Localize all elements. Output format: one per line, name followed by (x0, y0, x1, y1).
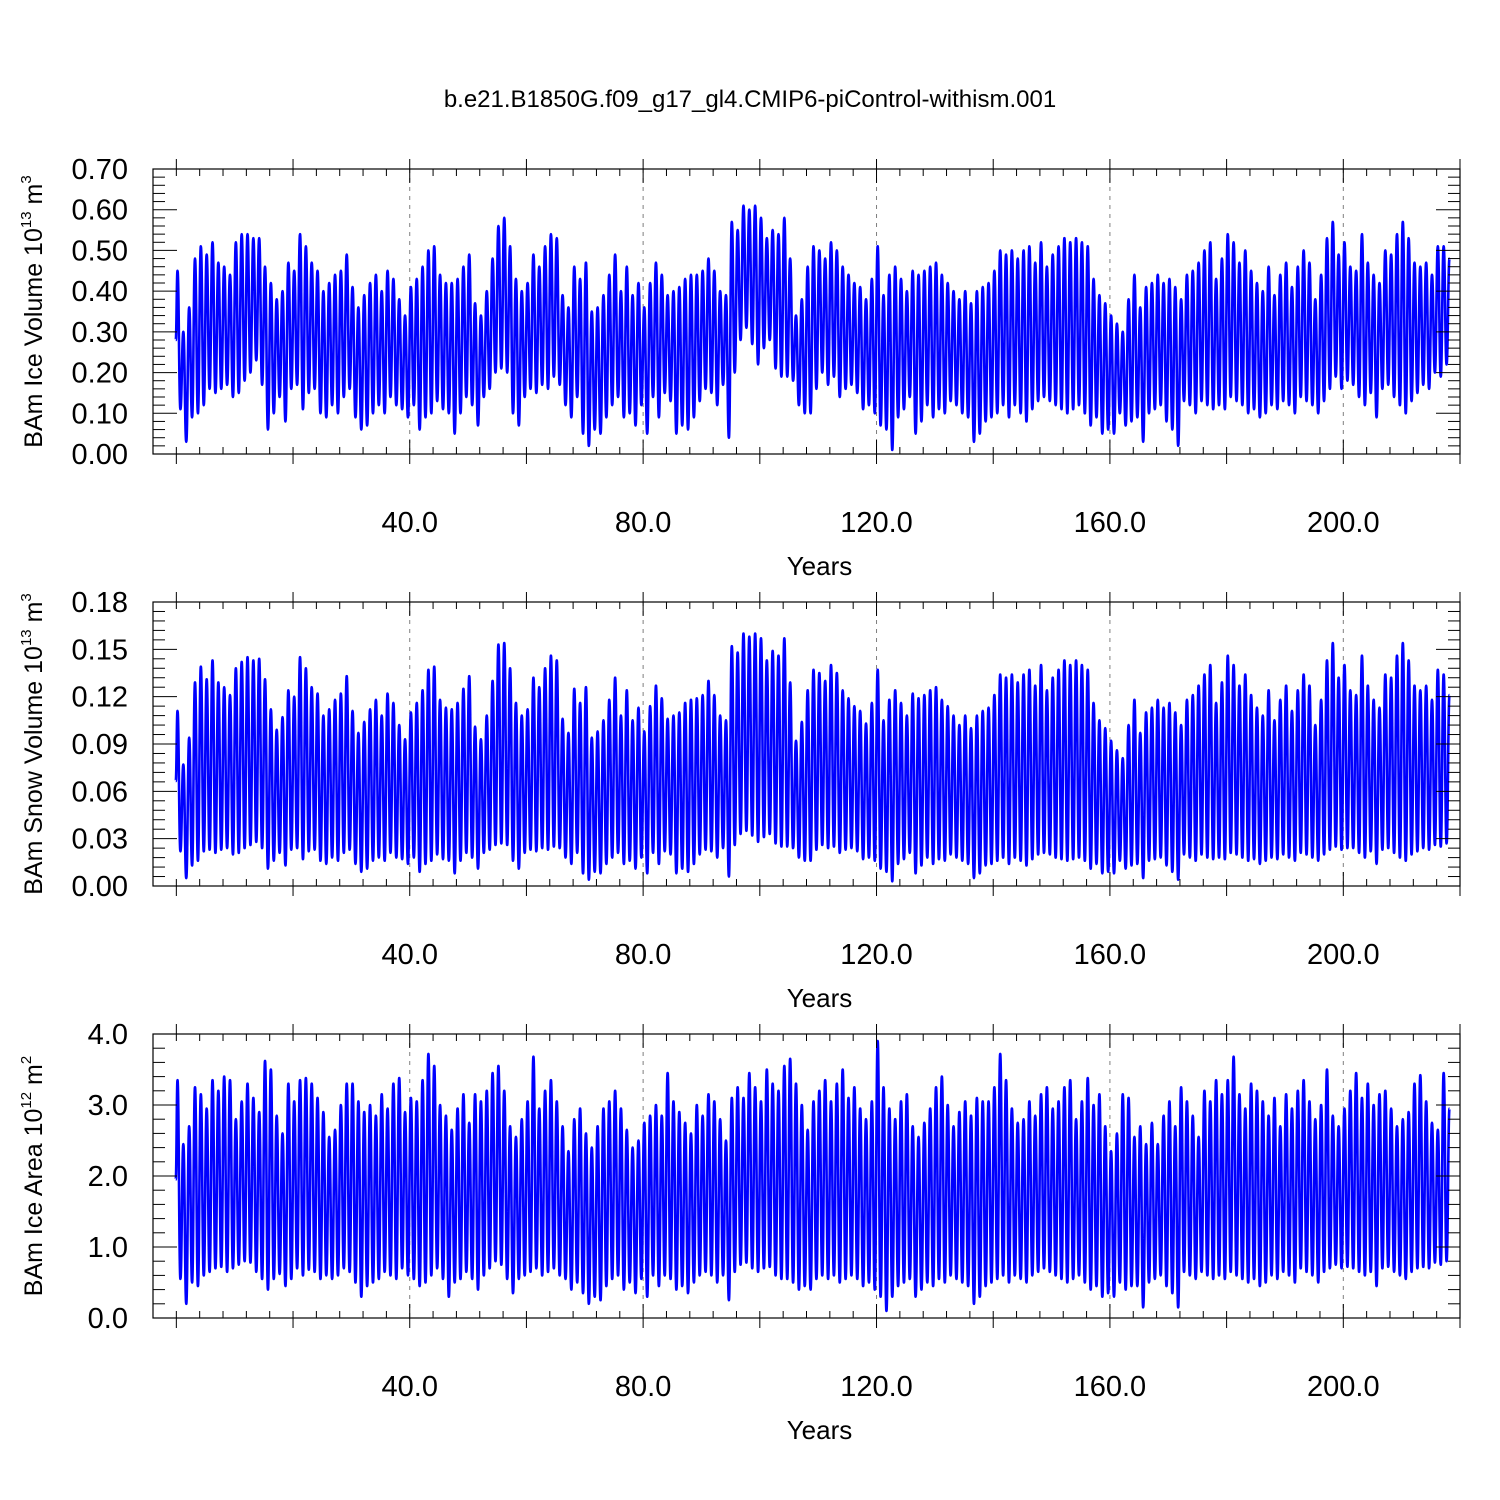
y-tick-label-ice-area-1: 1.0 (88, 1232, 128, 1264)
series-line-ice-area (174, 1039, 1451, 1313)
y-tick-label-ice-area-3: 3.0 (88, 1090, 128, 1122)
panels: 0.00 0.10 0.20 0.30 0.40 0.50 0.60 0.70 40.0 80.0… (18, 154, 1461, 1445)
x-tick-label-ice-area-0: 40.0 (382, 1371, 438, 1403)
y-tick-label-snow-volume-3: 0.09 (72, 729, 128, 761)
series-line-snow-volume (174, 632, 1451, 883)
y-tick-label-ice-volume-1: 0.10 (72, 398, 128, 430)
x-tick-label-ice-area-4: 200.0 (1307, 1371, 1380, 1403)
x-tick-label-ice-area-3: 160.0 (1074, 1371, 1147, 1403)
y-axis-title-snow-volume: BAm Snow Volume 1013 m3 (18, 593, 48, 895)
y-axis-title-ice-area: BAm Ice Area 1012 m2 (18, 1056, 48, 1296)
y-tick-label-snow-volume-2: 0.06 (72, 776, 128, 808)
y-tick-label-ice-volume-6: 0.60 (72, 195, 128, 227)
figure-title: b.e21.B1850G.f09_g17_gl4.CMIP6-piControl… (444, 86, 1056, 113)
x-tick-label-ice-volume-3: 160.0 (1074, 507, 1147, 539)
x-tick-label-ice-volume-2: 120.0 (840, 507, 913, 539)
x-axis-title-ice-volume: Years (787, 551, 853, 581)
panel-ice-volume: 0.00 0.10 0.20 0.30 0.40 0.50 0.60 0.70 40.0 80.0… (18, 154, 1461, 581)
y-tick-label-ice-volume-4: 0.40 (72, 276, 128, 308)
y-tick-label-ice-volume-2: 0.20 (72, 358, 128, 390)
y-tick-label-ice-volume-0: 0.00 (72, 439, 128, 471)
panel-ice-area: 0.0 1.0 2.0 3.0 4.0 40.0 80.0 120.0 160.0 200.0 Ye… (18, 1019, 1461, 1445)
x-axis-title-snow-volume: Years (787, 983, 853, 1013)
x-tick-label-snow-volume-2: 120.0 (840, 939, 913, 971)
x-tick-label-snow-volume-1: 80.0 (615, 939, 671, 971)
y-tick-label-snow-volume-0: 0.00 (72, 871, 128, 903)
series-line-ice-volume (174, 204, 1451, 452)
y-tick-label-ice-area-0: 0.0 (88, 1303, 128, 1335)
y-tick-label-ice-volume-5: 0.50 (72, 235, 128, 267)
x-tick-label-ice-volume-4: 200.0 (1307, 507, 1380, 539)
x-axis-title-ice-area: Years (787, 1415, 853, 1445)
panel-snow-volume: 0.00 0.03 0.06 0.09 0.12 0.15 0.18 40.0 80.0 120.… (18, 587, 1461, 1013)
y-tick-label-snow-volume-4: 0.12 (72, 682, 128, 714)
y-tick-label-snow-volume-5: 0.15 (72, 634, 128, 666)
x-tick-label-ice-area-2: 120.0 (840, 1371, 913, 1403)
x-tick-label-snow-volume-0: 40.0 (382, 939, 438, 971)
x-tick-label-ice-area-1: 80.0 (615, 1371, 671, 1403)
y-tick-label-snow-volume-1: 0.03 (72, 824, 128, 856)
y-axis-title-ice-volume: BAm Ice Volume 1013 m3 (18, 175, 48, 447)
x-tick-label-ice-volume-0: 40.0 (382, 507, 438, 539)
y-tick-label-ice-area-4: 4.0 (88, 1019, 128, 1051)
y-tick-label-ice-area-2: 2.0 (88, 1161, 128, 1193)
x-tick-label-ice-volume-1: 80.0 (615, 507, 671, 539)
x-tick-label-snow-volume-4: 200.0 (1307, 939, 1380, 971)
y-tick-label-ice-volume-3: 0.30 (72, 317, 128, 349)
y-tick-label-ice-volume-7: 0.70 (72, 154, 128, 186)
y-tick-label-snow-volume-6: 0.18 (72, 587, 128, 619)
x-tick-label-snow-volume-3: 160.0 (1074, 939, 1147, 971)
